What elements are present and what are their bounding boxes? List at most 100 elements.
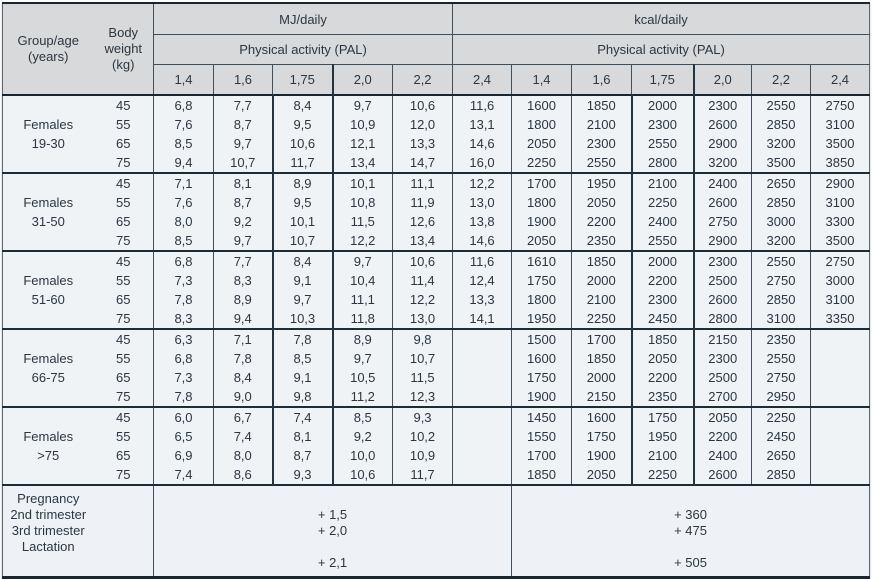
value-cell bbox=[810, 349, 870, 368]
value-cell: 1850 bbox=[511, 465, 572, 485]
value-cell: 9,1 bbox=[271, 271, 334, 290]
weight-cell: 55 bbox=[93, 115, 154, 134]
value-cell: 7,4 bbox=[213, 427, 273, 446]
table-row: 65 6,9 8,0 8,7 10,0 10,9 1700 1900 2100 2400 2650 bbox=[3, 446, 870, 465]
value-cell: 13,3 bbox=[391, 134, 453, 153]
value-cell: 2400 bbox=[693, 173, 752, 193]
value-cell: 6,3 bbox=[153, 329, 214, 349]
weight-cell: 45 bbox=[93, 407, 154, 427]
table-row: 65 7,3 8,4 9,1 10,5 11,5 1750 2000 2200 2500 2750 bbox=[3, 368, 870, 387]
value-cell: 9,3 bbox=[271, 465, 334, 485]
value-cell bbox=[452, 427, 512, 446]
value-cell: 2100 bbox=[571, 290, 632, 309]
value-cell: 2600 bbox=[693, 465, 752, 485]
notes-mj-line: + 2,1 bbox=[317, 555, 348, 570]
value-cell: 9,4 bbox=[213, 309, 273, 329]
pal-header-cell: 2,2 bbox=[751, 64, 811, 95]
value-cell: 9,4 bbox=[153, 153, 214, 173]
value-cell: 10,3 bbox=[271, 309, 334, 329]
table-row: 75 7,4 8,6 9,3 10,6 11,7 1850 2050 2250 2600 2850 bbox=[3, 465, 870, 485]
value-cell: 2300 bbox=[693, 349, 752, 368]
weight-cell: 75 bbox=[93, 231, 154, 251]
value-cell: 11,1 bbox=[332, 290, 393, 309]
pal-label-kcal: Physical activity (PAL) bbox=[452, 34, 870, 65]
value-cell: 8,5 bbox=[271, 349, 334, 368]
group-label: Females 66-75 bbox=[2, 329, 94, 407]
value-cell: 2950 bbox=[751, 387, 811, 407]
value-cell: 13,0 bbox=[391, 309, 453, 329]
pal-header-cell: 2,4 bbox=[810, 64, 870, 95]
value-cell: 1600 bbox=[511, 349, 572, 368]
value-cell: 11,2 bbox=[332, 387, 393, 407]
value-cell: 2000 bbox=[571, 368, 632, 387]
group-name: Females bbox=[23, 117, 74, 132]
notes-label-line: 3rd trimester bbox=[11, 523, 85, 538]
group-age-header: Group/age (years) bbox=[2, 3, 94, 95]
value-cell: 8,1 bbox=[271, 427, 334, 446]
value-cell: 8,4 bbox=[271, 251, 334, 271]
value-cell: 8,7 bbox=[213, 193, 273, 212]
value-cell: 10,6 bbox=[391, 95, 453, 115]
value-cell: 3850 bbox=[810, 153, 870, 173]
notes-mj-values: + 1,5 + 2,0 + 2,1 bbox=[152, 485, 512, 578]
table-row: 75 7,8 9,0 9,8 11,2 12,3 1900 2150 2350 2700 2950 bbox=[3, 387, 870, 407]
value-cell: 2050 bbox=[571, 465, 632, 485]
value-cell: 11,7 bbox=[391, 465, 453, 485]
value-cell: 1750 bbox=[571, 427, 632, 446]
value-cell: 8,7 bbox=[271, 446, 334, 465]
value-cell: 2050 bbox=[630, 349, 695, 368]
value-cell: 2250 bbox=[511, 153, 572, 173]
value-cell: 3500 bbox=[810, 134, 870, 153]
group-name: Females bbox=[23, 351, 74, 366]
value-cell: 1850 bbox=[571, 95, 632, 115]
kcal-daily-header: kcal/daily bbox=[452, 3, 870, 35]
value-cell: 9,3 bbox=[391, 407, 453, 427]
value-cell: 2800 bbox=[693, 309, 752, 329]
table-row: Females >75 45 6,0 6,7 7,4 8,5 9,3 1450 1600 1750 2… bbox=[2, 407, 870, 485]
weight-cell: 45 bbox=[93, 95, 154, 115]
value-cell: 11,6 bbox=[452, 95, 512, 115]
value-cell: 9,7 bbox=[332, 95, 393, 115]
value-cell bbox=[810, 329, 870, 349]
weight-cell: 65 bbox=[93, 290, 154, 309]
value-cell: 9,5 bbox=[271, 193, 334, 212]
value-cell bbox=[810, 427, 870, 446]
value-cell: 2450 bbox=[630, 309, 695, 329]
value-cell: 9,7 bbox=[213, 134, 273, 153]
value-cell: 9,7 bbox=[271, 290, 334, 309]
value-cell: 12,3 bbox=[391, 387, 453, 407]
value-cell: 2300 bbox=[693, 251, 752, 271]
body-weight-header: Body weight (kg) bbox=[93, 3, 154, 95]
value-cell: 1610 bbox=[511, 251, 572, 271]
pal-header-cell: 2,4 bbox=[452, 64, 512, 95]
value-cell: 10,1 bbox=[271, 212, 334, 231]
value-cell: 2900 bbox=[810, 173, 870, 193]
value-cell: 2750 bbox=[693, 212, 752, 231]
group-5160: Females 51-60 45 6,8 7,7 8,4 9,7 10,6 11,6 1610 18… bbox=[2, 251, 870, 329]
group-name: Females bbox=[23, 195, 74, 210]
pal-header-cell: 1,4 bbox=[153, 64, 214, 95]
value-cell: 13,4 bbox=[332, 153, 393, 173]
value-cell: 1900 bbox=[511, 212, 572, 231]
value-cell: 1850 bbox=[571, 349, 632, 368]
value-cell: 6,8 bbox=[153, 349, 214, 368]
value-cell bbox=[452, 465, 512, 485]
value-cell: 2850 bbox=[751, 290, 811, 309]
value-cell: 3000 bbox=[810, 271, 870, 290]
value-cell: 6,0 bbox=[153, 407, 214, 427]
group-age-range: 19-30 bbox=[31, 136, 65, 151]
value-cell: 7,6 bbox=[153, 115, 214, 134]
value-cell bbox=[452, 349, 512, 368]
table-row: Females 31-50 45 7,1 8,1 8,9 10,1 11,1 12,2 1700 1… bbox=[2, 173, 870, 251]
value-cell: 8,9 bbox=[332, 329, 393, 349]
notes-kcal-line bbox=[513, 539, 870, 555]
notes-kcal-line: + 505 bbox=[674, 555, 707, 570]
value-cell: 9,8 bbox=[391, 329, 453, 349]
value-cell: 8,3 bbox=[213, 271, 273, 290]
value-cell: 7,6 bbox=[153, 193, 214, 212]
value-cell: 9,1 bbox=[271, 368, 334, 387]
value-cell: 2200 bbox=[571, 212, 632, 231]
value-cell: 3100 bbox=[810, 290, 870, 309]
value-cell: 2250 bbox=[630, 193, 695, 212]
